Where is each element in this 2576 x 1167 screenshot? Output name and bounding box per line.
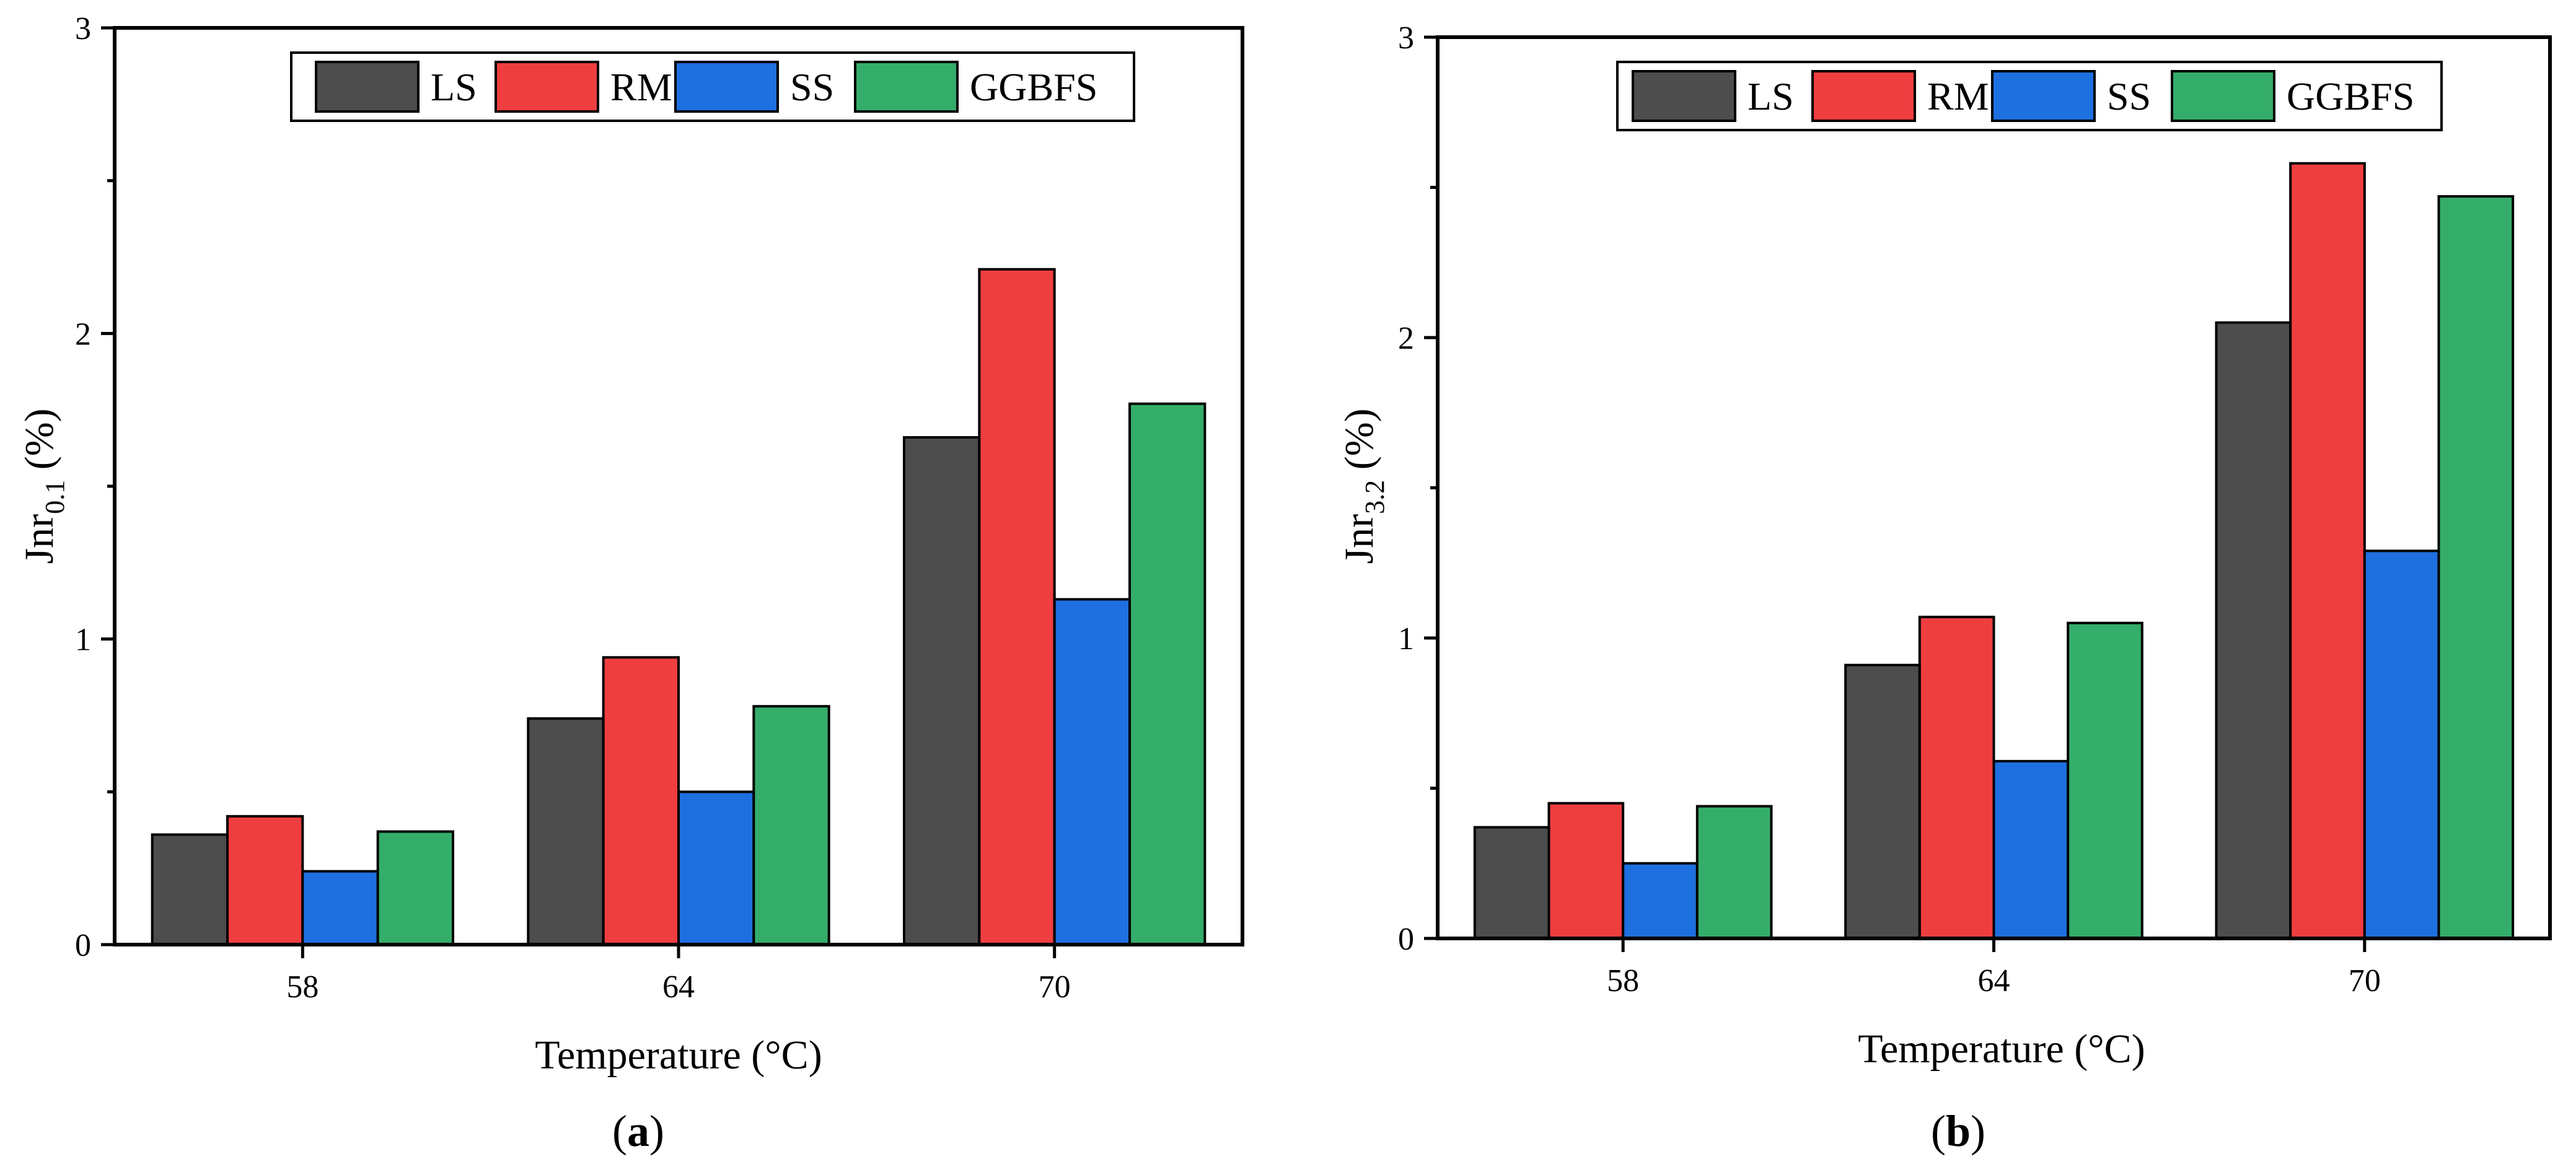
bar-ggbfs-70-b (2437, 195, 2515, 940)
legend-swatch-ls-b (1632, 70, 1736, 122)
panel-label-b: (b) (1931, 1106, 1985, 1156)
bar-ss-64-a (677, 790, 755, 946)
bar-ss-58-a (301, 870, 379, 946)
bars-b (1473, 162, 2515, 940)
y-tick-label-a: 3 (75, 11, 91, 46)
bars-a (151, 268, 1207, 946)
legend-b: LS RM SS GGBFS (1616, 61, 2443, 131)
legend-swatch-ggbfs-b (2171, 70, 2275, 122)
legend-swatch-ss-b (1991, 70, 2096, 122)
bar-ss-70-b (2363, 549, 2440, 940)
x-axis-title-a: Temperature (°C) (535, 1033, 822, 1078)
legend-label-ls-a: LS (431, 65, 477, 109)
bar-ss-70-a (1053, 598, 1131, 946)
y-tick-label-a: 0 (75, 928, 91, 963)
chart-panel-a: 0 1 2 3 58 64 70 LS RM SS GGBFS Jnr0.1 (%) Tempe… (17, 11, 1244, 1156)
bar-rm-64-a (602, 656, 680, 946)
y-tick-label-a: 2 (75, 317, 91, 352)
bar-rm-58-a (226, 815, 304, 946)
panel-label-a: (a) (612, 1106, 664, 1156)
bar-ls-70-b (2215, 321, 2292, 940)
legend-label-ls-b: LS (1747, 74, 1794, 118)
y-ticks-b: 0 1 2 3 (1398, 20, 1438, 957)
bar-ggbfs-58-b (1695, 805, 1773, 940)
y-axis-title-a: Jnr0.1 (%) (17, 408, 70, 564)
bar-ls-58-a (151, 833, 229, 946)
bar-ggbfs-70-a (1128, 402, 1207, 946)
bar-ggbfs-64-b (2067, 621, 2143, 940)
legend-swatch-rm-a (495, 61, 599, 113)
y-tick-label-b: 1 (1398, 621, 1414, 657)
y-tick-label-b: 3 (1398, 20, 1414, 56)
x-tick-label-a: 70 (1039, 969, 1071, 1005)
bar-rm-70-a (978, 268, 1056, 946)
x-tick-label-a: 64 (662, 969, 695, 1005)
legend-label-ggbfs-b: GGBFS (2287, 74, 2414, 118)
y-axis-title-b: Jnr3.2 (%) (1337, 408, 1390, 564)
legend-label-ggbfs-a: GGBFS (970, 65, 1097, 109)
legend-swatch-ss-a (674, 61, 779, 113)
bar-ls-58-b (1473, 826, 1550, 940)
bar-ss-58-b (1622, 862, 1699, 940)
y-tick-label-b: 0 (1398, 922, 1414, 957)
bar-rm-70-b (2289, 162, 2366, 940)
y-tick-label-b: 2 (1398, 321, 1414, 356)
legend-label-rm-a: RM (610, 65, 672, 109)
legend-label-ss-b: SS (2107, 74, 2151, 118)
legend-label-rm-b: RM (1927, 74, 1989, 118)
bar-ggbfs-64-a (752, 705, 830, 946)
x-tick-label-b: 58 (1607, 963, 1639, 999)
x-ticks-a: 58 64 70 (286, 945, 1071, 1005)
bar-ls-64-b (1844, 663, 1921, 940)
bar-ls-64-a (527, 717, 605, 946)
x-axis-title-b: Temperature (°C) (1858, 1026, 2145, 1072)
x-tick-label-b: 70 (2349, 963, 2381, 999)
legend-a: LS RM SS GGBFS (290, 51, 1135, 122)
chart-panel-b: 0 1 2 3 58 64 70 LS RM SS GGBFS Jnr3.2 (%) Tempe… (1337, 20, 2552, 1156)
x-tick-label-b: 64 (1978, 963, 2010, 999)
legend-swatch-ls-a (315, 61, 420, 113)
legend-label-ss-a: SS (790, 65, 834, 109)
bar-rm-64-b (1918, 616, 1995, 940)
bar-ss-64-b (1992, 759, 2070, 940)
bar-rm-58-b (1547, 802, 1625, 940)
bar-ls-70-a (903, 436, 981, 946)
x-tick-label-a: 58 (286, 969, 319, 1005)
y-ticks-a: 0 1 2 3 (75, 11, 115, 963)
bar-ggbfs-58-a (376, 830, 455, 946)
x-ticks-b: 58 64 70 (1607, 938, 2381, 999)
legend-swatch-rm-b (1811, 70, 1916, 122)
legend-swatch-ggbfs-a (854, 61, 959, 113)
y-tick-label-a: 1 (75, 623, 91, 658)
